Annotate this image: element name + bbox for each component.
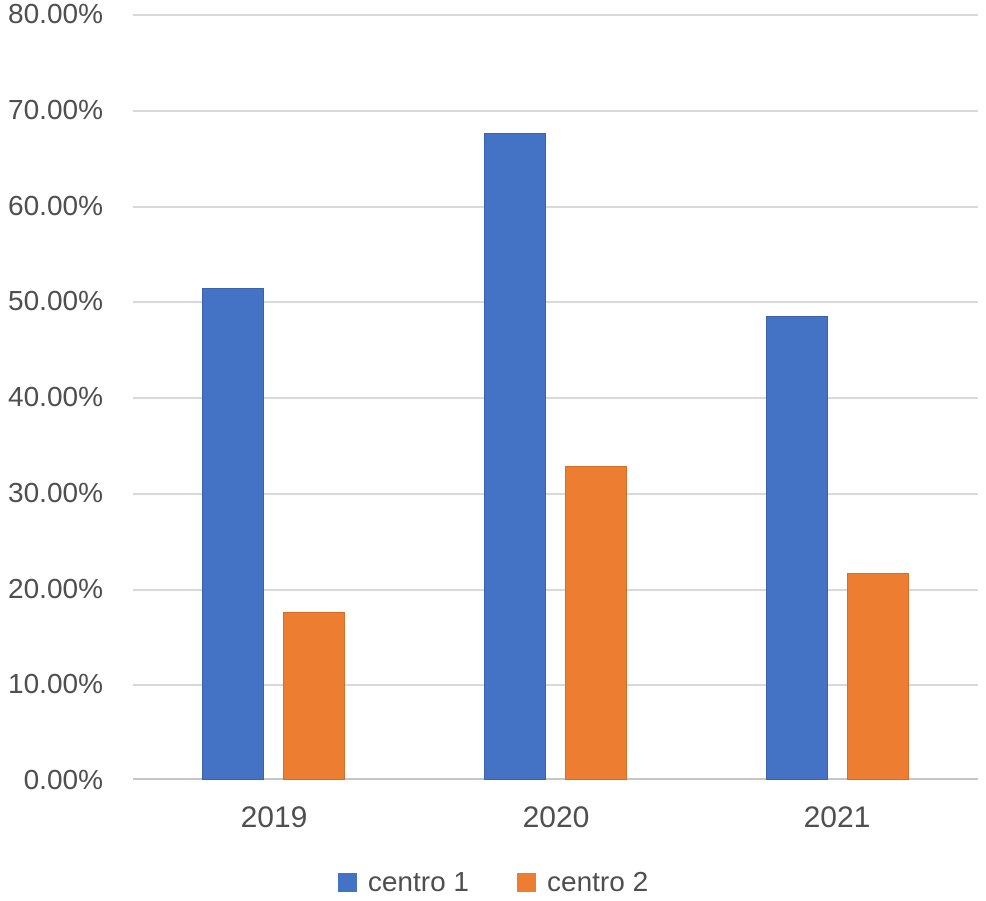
gridline (133, 206, 978, 208)
y-tick-label: 10.00% (8, 668, 103, 700)
y-tick-label: 40.00% (8, 381, 103, 412)
y-tick-label: 80.00% (8, 0, 103, 29)
bar-centro-1-2019 (202, 288, 264, 780)
legend: centro 1 centro 2 (0, 866, 986, 898)
legend-label: centro 2 (547, 866, 649, 897)
bar-centro-1-2020 (484, 133, 546, 780)
gridline (133, 589, 978, 591)
bar-centro-2-2021 (847, 573, 909, 780)
y-axis: 0.00% 10.00% 20.00% 30.00% 40.00% 50.00% 60.00… (0, 0, 103, 901)
legend-item-centro-1: centro 1 (337, 866, 469, 898)
gridline (133, 14, 978, 16)
gridline (133, 301, 978, 303)
y-tick-label: 60.00% (8, 189, 103, 221)
gridline (133, 493, 978, 495)
y-tick-label: 30.00% (8, 476, 103, 508)
bar-centro-1-2021 (766, 316, 828, 780)
bar-centro-2-2019 (283, 612, 345, 780)
y-tick-label: 50.00% (8, 285, 103, 317)
legend-swatch-icon (337, 872, 357, 892)
y-tick-label: 20.00% (8, 572, 103, 604)
legend-item-centro-2: centro 2 (517, 866, 648, 898)
bar-centro-2-2020 (565, 466, 627, 780)
y-tick-label: 70.00% (8, 93, 103, 125)
x-axis-line (133, 778, 978, 780)
x-axis: 2019 2020 2021 (0, 801, 986, 841)
y-tick-label: 0.00% (23, 764, 103, 795)
legend-swatch-icon (517, 872, 536, 892)
x-tick-label-2021: 2021 (803, 801, 871, 834)
x-tick-label-2020: 2020 (522, 801, 590, 834)
gridline (133, 397, 978, 399)
gridline (133, 684, 978, 686)
plot-area (133, 14, 978, 780)
gridline (133, 110, 978, 112)
x-tick-label-2019: 2019 (240, 801, 308, 834)
legend-label: centro 1 (367, 866, 469, 897)
